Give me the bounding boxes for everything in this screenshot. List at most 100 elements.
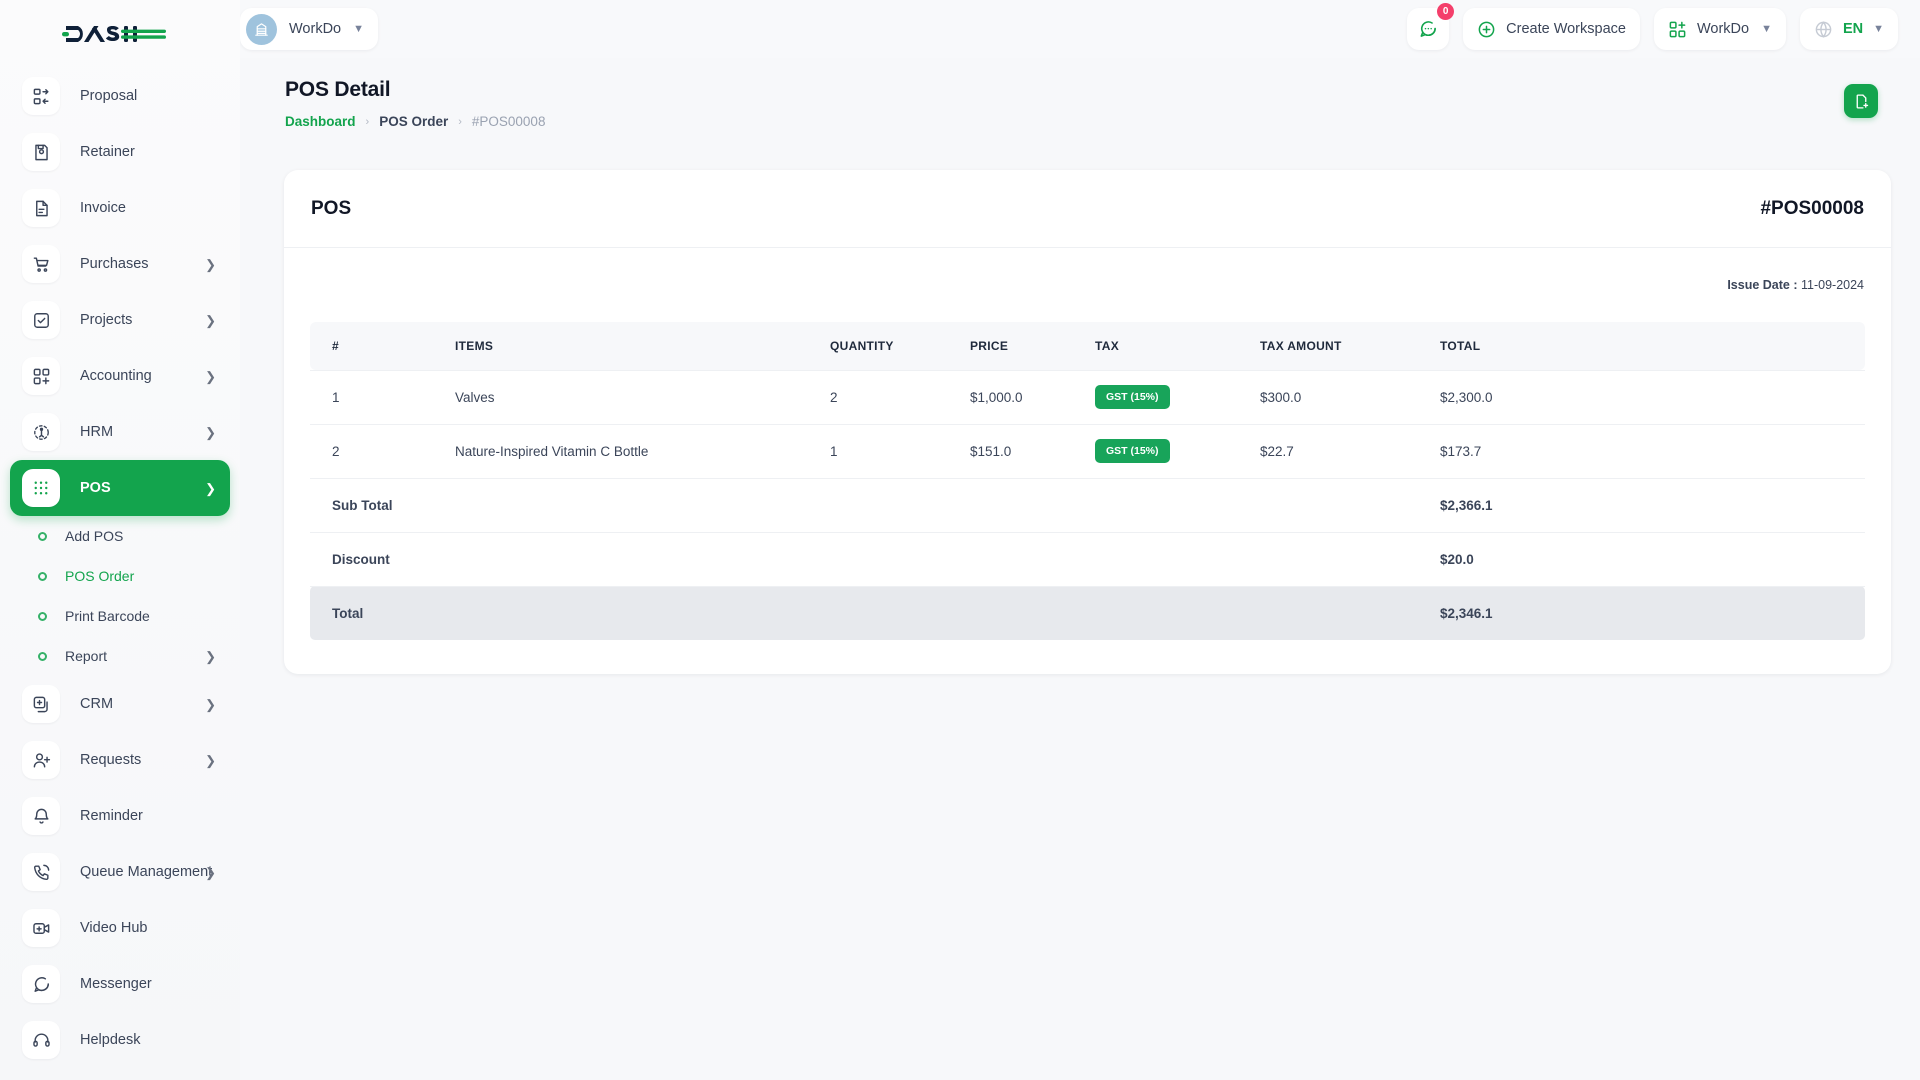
sidebar-item-label: Reminder — [80, 808, 143, 824]
message-icon — [22, 965, 60, 1003]
sidebar-subitem-print-barcode[interactable]: Print Barcode — [10, 596, 230, 636]
create-workspace-button[interactable]: Create Workspace — [1463, 8, 1640, 50]
breadcrumb-separator-icon: › — [458, 115, 462, 128]
chat-button[interactable]: 0 — [1407, 3, 1455, 50]
sidebar-item-crm[interactable]: CRM ❯ — [10, 676, 230, 732]
dots-grid-icon — [22, 469, 60, 507]
sidebar-item-label: Video Hub — [80, 920, 148, 936]
sidebar-item-helpdesk[interactable]: Helpdesk — [10, 1012, 230, 1068]
language-selector[interactable]: EN ▼ — [1799, 8, 1898, 50]
dash-logo-icon — [62, 26, 166, 42]
breadcrumb-item-current: #POS00008 — [471, 114, 546, 129]
sidebar-subitem-report[interactable]: Report ❯ — [10, 636, 230, 676]
table-row: 2 Nature-Inspired Vitamin C Bottle 1 $15… — [310, 424, 1865, 479]
file-download-icon — [1856, 93, 1868, 109]
sidebar-item-projects[interactable]: Projects ❯ — [10, 292, 230, 348]
pos-items-table: # ITEMS QUANTITY PRICE TAX TAX AMOUNT TO… — [310, 322, 1865, 640]
chevron-right-icon: ❯ — [205, 648, 216, 664]
topbar-actions: 0 Create Workspace WorkDo ▼ EN ▼ — [1407, 3, 1920, 50]
page-title: POS Detail — [285, 78, 391, 101]
summary-label: Discount — [310, 532, 1440, 587]
chevron-down-icon: ▼ — [353, 22, 364, 35]
cell-item: Valves — [455, 370, 830, 425]
cell-index: 1 — [310, 370, 455, 425]
sidebar-item-purchases[interactable]: Purchases ❯ — [10, 236, 230, 292]
sidebar-item-reminder[interactable]: Reminder — [10, 788, 230, 844]
sidebar-item-hrm[interactable]: HRM ❯ — [10, 404, 230, 460]
card-header: POS #POS00008 — [284, 170, 1891, 248]
table-body: 1 Valves 2 $1,000.0 GST (15%) $300.0 $2,… — [310, 370, 1865, 640]
create-workspace-label: Create Workspace — [1506, 21, 1626, 37]
cell-price: $1,000.0 — [970, 370, 1095, 425]
chevron-right-icon: ❯ — [205, 256, 216, 272]
breadcrumb-item-dashboard[interactable]: Dashboard — [285, 114, 356, 129]
summary-label: Sub Total — [310, 478, 1440, 533]
bullet-icon — [38, 531, 47, 541]
sidebar-subitem-add-pos[interactable]: Add POS — [10, 516, 230, 556]
cell-total: $173.7 — [1440, 424, 1865, 479]
cell-item: Nature-Inspired Vitamin C Bottle — [455, 424, 830, 479]
sidebar: Proposal Retainer Invoice — [0, 0, 240, 1080]
sidebar-item-label: CRM — [80, 696, 114, 712]
summary-value: $20.0 — [1440, 532, 1865, 587]
column-header-tax-amount: TAX AMOUNT — [1260, 322, 1440, 371]
cell-tax: GST (15%) — [1095, 424, 1260, 479]
plus-circle-icon — [1478, 21, 1495, 37]
column-header-price: PRICE — [970, 322, 1095, 371]
chevron-right-icon: ❯ — [205, 864, 216, 880]
sidebar-subitem-pos-order[interactable]: POS Order — [10, 556, 230, 596]
chevron-right-icon: ❯ — [205, 424, 216, 440]
sidebar-item-label: Invoice — [80, 200, 126, 216]
cell-index: 2 — [310, 424, 455, 479]
sidebar-item-queue-management[interactable]: Queue Management ❯ — [10, 844, 230, 900]
sidebar-item-requests[interactable]: Requests ❯ — [10, 732, 230, 788]
chat-bubble-icon — [1420, 21, 1437, 37]
sidebar-item-accounting[interactable]: Accounting ❯ — [10, 348, 230, 404]
cell-price: $151.0 — [970, 424, 1095, 479]
workspace-name: WorkDo — [289, 21, 342, 37]
sidebar-item-invoice[interactable]: Invoice — [10, 180, 230, 236]
card-title: POS — [311, 197, 352, 219]
summary-row-total: Total $2,346.1 — [310, 586, 1865, 640]
sidebar-item-messenger[interactable]: Messenger — [10, 956, 230, 1012]
video-icon — [22, 909, 60, 947]
tax-badge: GST (15%) — [1095, 384, 1170, 410]
sidebar-item-label: Proposal — [80, 88, 138, 104]
sidebar-item-retainer[interactable]: Retainer — [10, 124, 230, 180]
issue-date-row: Issue Date : 11-09-2024 — [284, 248, 1891, 304]
chevron-right-icon: ❯ — [205, 696, 216, 712]
cell-total: $2,300.0 — [1440, 370, 1865, 425]
sidebar-item-label: Helpdesk — [80, 1032, 141, 1048]
download-pdf-button[interactable] — [1844, 84, 1878, 118]
bell-icon — [22, 797, 60, 835]
workspace-selector[interactable]: WorkDo ▼ — [240, 8, 378, 50]
chevron-down-icon: ▼ — [1761, 22, 1772, 35]
cell-tax-amount: $22.7 — [1260, 424, 1440, 479]
building-icon — [246, 13, 277, 45]
sidebar-item-label: Requests — [80, 752, 142, 768]
breadcrumb: Dashboard › POS Order › #POS00008 — [285, 114, 545, 129]
grid-plus-icon — [22, 357, 60, 395]
sidebar-subitem-label: Add POS — [65, 528, 124, 544]
sidebar-item-label: HRM — [80, 424, 114, 440]
page-header: POS Detail Dashboard › POS Order › #POS0… — [240, 58, 1920, 170]
checkbox-icon — [22, 301, 60, 339]
sidebar-item-proposal[interactable]: Proposal — [10, 68, 230, 124]
user-plus-icon — [22, 741, 60, 779]
summary-label: Total — [310, 586, 1440, 640]
sidebar-nav[interactable]: Proposal Retainer Invoice — [0, 68, 240, 1080]
breadcrumb-separator-icon: › — [365, 115, 370, 128]
sidebar-item-video-hub[interactable]: Video Hub — [10, 900, 230, 956]
workspace-switch-button[interactable]: WorkDo ▼ — [1653, 8, 1786, 50]
app-logo[interactable] — [0, 0, 240, 68]
sidebar-item-label: Purchases — [80, 256, 149, 272]
table-header-row: # ITEMS QUANTITY PRICE TAX TAX AMOUNT TO… — [310, 322, 1865, 371]
chevron-down-icon: ▼ — [1873, 22, 1884, 35]
issue-date-value: 11-09-2024 — [1800, 278, 1864, 292]
language-label: EN — [1842, 21, 1864, 37]
column-header-index: # — [310, 322, 455, 371]
column-header-tax: TAX — [1095, 322, 1260, 371]
breadcrumb-item-pos-order[interactable]: POS Order — [379, 114, 449, 129]
sidebar-item-pos[interactable]: POS ❯ — [10, 460, 230, 516]
issue-date-label: Issue Date : — [1727, 278, 1798, 292]
